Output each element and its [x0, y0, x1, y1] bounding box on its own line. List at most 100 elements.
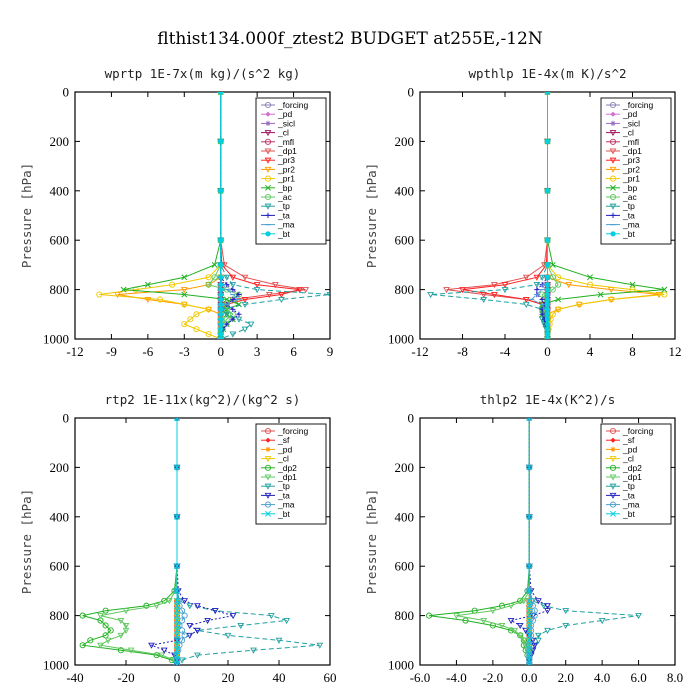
panel-4-legend: _forcing_sf_pd_cl_dp2_dp1_tp_ta_ma_bt [600, 423, 672, 525]
panel-1-point-pr1 [187, 316, 194, 323]
panel-1-legend-label: _bt [277, 229, 290, 239]
panel-2-y-tick-label: 400 [395, 183, 415, 198]
panel-2-y-axis-label: Pressure [hPa] [364, 163, 379, 268]
panel-4-point-tp [535, 632, 542, 639]
panel-4-point-dp1 [453, 613, 460, 620]
panel-1-x-tick-label: 9 [327, 344, 334, 359]
panel-2-legend-label: _mfl [622, 137, 639, 147]
panel-2-point-bt [544, 237, 551, 243]
panel-2-point-pr1 [576, 301, 583, 308]
panel-2-y-tick-label: 800 [395, 282, 415, 297]
panel-3-point-tp [194, 652, 201, 659]
panel-3-point-ta [204, 618, 211, 625]
panel-1-point-dp1 [265, 292, 273, 299]
panel-3-point-tp [186, 603, 194, 610]
panel-1-point-bt [218, 287, 224, 293]
panel-2-legend-label: _bt [622, 229, 635, 239]
panel-1-y-tick-label: 0 [63, 85, 70, 100]
panel-4-title: thlp2 1E-4x(K^2)/s [480, 392, 615, 407]
panel-1-point-pr3 [229, 274, 237, 281]
panel-2-legend-label: _ma [622, 220, 640, 230]
panel-3-legend-label: _forcing [277, 426, 309, 436]
panel-3-point-dp2 [161, 597, 168, 604]
panel-4-point-dp1 [516, 632, 524, 639]
panel-1-legend-label: _pr1 [277, 174, 295, 184]
panel-1-legend-label: _cl [277, 128, 289, 138]
panel-3-legend-marker [265, 510, 271, 517]
panel-3-point-bt [174, 602, 180, 609]
panel-3-point-dp2 [79, 612, 86, 619]
panel-2-legend-marker [609, 193, 617, 201]
panel-4-point-ta [535, 598, 542, 605]
panel-1-point-bt [218, 306, 224, 312]
panel-1-legend-label: _forcing [277, 100, 309, 110]
panel-3-point-bt [174, 587, 180, 594]
panel-4-point-dp2 [462, 617, 469, 624]
panel-4-legend-label: _dp2 [622, 463, 642, 473]
panel-3-point-dp1 [97, 613, 104, 620]
panel-4-y-tick-label: 600 [395, 559, 415, 574]
panel-1-point-ac [211, 274, 218, 281]
panel-4-point-ta [507, 618, 515, 625]
panel-3-legend-label: _bt [277, 509, 290, 519]
panel-1-point-ta [230, 306, 236, 312]
panel-3-point-ta [160, 647, 168, 654]
panel-3-legend-marker [264, 483, 272, 490]
panel-4-point-dp1 [520, 598, 528, 605]
panel-3-point-ta [186, 632, 194, 639]
panel-2-legend-marker [610, 120, 616, 126]
panel-4-legend-label: _ta [622, 490, 635, 500]
panel-4-point-bt [526, 597, 533, 604]
panel-1-point-pr1 [205, 331, 212, 338]
panel-4-legend-label: _pd [622, 444, 637, 454]
panel-3-point-dp1 [97, 642, 104, 649]
panel-2-legend-marker [609, 130, 617, 137]
panel-2-legend-label: _pr1 [622, 174, 640, 184]
panel-3-point-dp1 [153, 603, 160, 610]
panel-3-legend-marker [264, 456, 272, 463]
panel-3-point-bt [174, 642, 180, 649]
panel-2-point-bt [544, 291, 551, 298]
panel-1-point-tp [223, 311, 231, 318]
panel-4-point-bt [526, 637, 533, 644]
panel-1-point-pr3 [296, 287, 304, 294]
panel-1-y-tick-label: 1000 [43, 332, 69, 347]
panel-1-legend-marker [264, 193, 272, 201]
panel-1-legend-marker [264, 203, 272, 210]
panel-3-y-tick-label: 0 [63, 411, 70, 426]
panel-3-legend-marker [264, 474, 272, 481]
panel-3-point-bt [174, 647, 180, 654]
panel-2-point-bp [549, 261, 556, 268]
panel-1-point-bt [218, 336, 224, 339]
panel-1-x-tick-label: 3 [254, 344, 261, 359]
panel-3-point-bt [174, 637, 180, 644]
panel-3-legend-label: _cl [277, 454, 289, 464]
panel-1: wprtp 1E-7x(m kg)/(s^2 kg) Pressure [hPa]… [19, 66, 333, 359]
panel-1-point-bt [218, 291, 224, 298]
panel-4-legend-label: _dp1 [622, 472, 642, 482]
panel-4: thlp2 1E-4x(K^2)/s Pressure [hPa] -6.0 -4.0… [364, 392, 683, 685]
panel-2: wpthlp 1E-4x(m K)/s^2 Pressure [hPa] -12 -8… [364, 66, 682, 359]
panel-1-x-tick-label: -6 [142, 344, 153, 359]
panel-3-point-tp [267, 613, 275, 620]
panel-1-point-bt [218, 138, 224, 144]
panel-3-y-axis-label: Pressure [hPa] [19, 489, 34, 594]
panel-3-legend-marker [264, 501, 272, 508]
panel-3-point-bt [174, 632, 180, 639]
panel-4-point-bt [526, 617, 533, 624]
panel-2-y-tick-label: 200 [395, 134, 415, 149]
panel-4-point-bt [526, 622, 533, 629]
panel-1-point-tp [241, 301, 249, 308]
panel-1-point-pr2 [180, 287, 188, 294]
panel-2-point-bt [544, 138, 551, 144]
panel-3-series-ta [149, 418, 234, 665]
panel-4-point-bt [526, 652, 533, 659]
panel-3-legend-label: _dp1 [277, 472, 297, 482]
panel-3-legend-label: _tp [277, 481, 290, 491]
panel-1-point-bp [211, 261, 218, 268]
panel-3-legend-marker [265, 437, 271, 443]
panel-3-point-ta [229, 613, 237, 620]
panel-1-legend-marker [265, 120, 271, 126]
panel-2-legend-marker [610, 212, 616, 218]
